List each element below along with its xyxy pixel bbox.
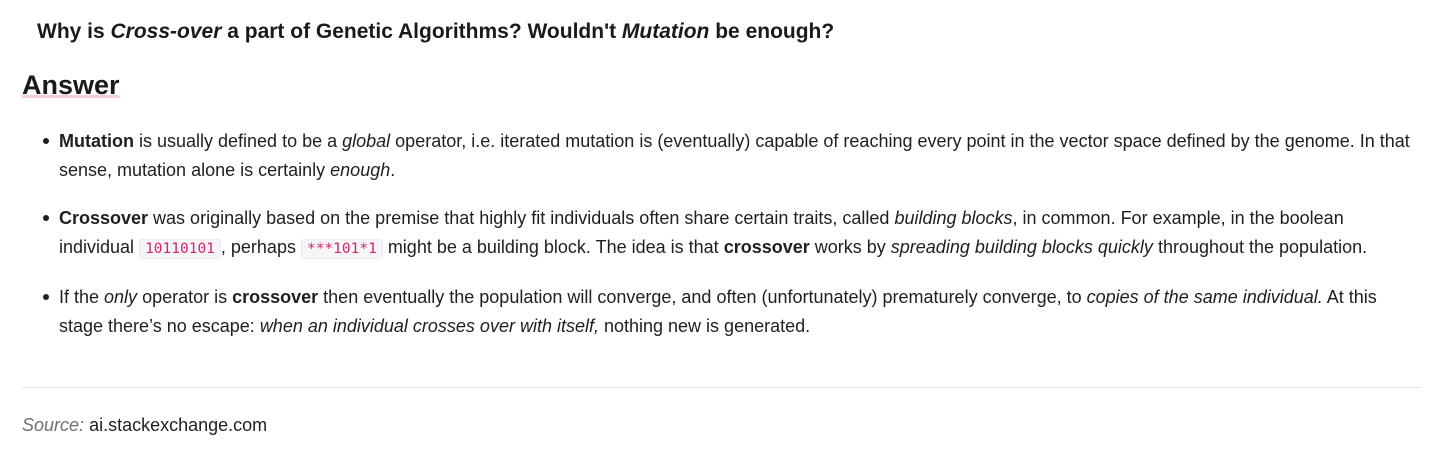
emphasis-only: only <box>104 287 138 307</box>
bullet-crossover: Crossover was originally based on the pr… <box>0 204 1448 263</box>
bullet-text: At this stage there’s no escape: <box>59 287 1377 336</box>
bullet-marker <box>43 215 49 221</box>
bullet-text: operator, i.e. iterated mutation is (eve… <box>59 131 1410 180</box>
emphasis-crosses-over: when an individual crosses over with its… <box>259 315 599 336</box>
bullet-text: was originally based on the premise that… <box>148 208 895 228</box>
emphasis-global: global <box>342 131 391 151</box>
bullet-text: might be a building block. The idea is t… <box>382 236 724 257</box>
term-crossover-bold: crossover <box>232 287 319 307</box>
bullet-text: operator is <box>137 287 233 307</box>
term-crossover: Crossover <box>59 208 149 228</box>
question-text-3: be enough? <box>709 20 835 43</box>
bullet-mutation: Mutation is usually defined to be a glob… <box>0 127 1448 184</box>
source-site: ai.stackexchange.com <box>89 415 268 435</box>
question-emphasis-crossover: Cross-over <box>110 20 222 43</box>
emphasis-building-blocks: building blocks <box>894 208 1013 228</box>
question-text-1: Why is <box>37 20 111 43</box>
bullet-text: throughout the population. <box>1152 236 1368 257</box>
bullet-marker <box>43 294 49 300</box>
term-mutation: Mutation <box>59 131 134 151</box>
emphasis-copies: copies of the same individual. <box>1086 287 1323 307</box>
term-crossover-inline: crossover <box>723 236 810 257</box>
bullet-only-crossover: If the only operator is crossover then e… <box>0 283 1448 340</box>
answer-heading: Answer <box>22 70 120 100</box>
bullet-text: . <box>390 159 396 180</box>
source-line: Source: ai.stackexchange.com <box>22 413 267 437</box>
inline-code-building-block: ***101*1 <box>300 238 383 259</box>
bullet-text: is usually defined to be a <box>133 131 343 151</box>
divider <box>22 387 1421 388</box>
question-title: Why is Cross-over a part of Genetic Algo… <box>37 20 834 44</box>
question-emphasis-mutation: Mutation <box>621 20 710 43</box>
question-text-2: a part of Genetic Algorithms? Wouldn't <box>221 20 622 43</box>
bullet-text: , in common. For example, in the boolean… <box>59 208 1344 257</box>
inline-code-individual: 10110101 <box>139 238 221 259</box>
emphasis-enough: enough <box>330 159 391 180</box>
bullet-text: works by <box>809 236 891 257</box>
bullet-text: nothing new is generated. <box>598 315 811 336</box>
bullet-text: then eventually the population will conv… <box>318 287 1087 307</box>
bullet-text: , perhaps <box>220 236 301 257</box>
source-label: Source: <box>22 415 85 435</box>
emphasis-spreading: spreading building blocks quickly <box>890 236 1153 257</box>
answer-bullet-list: Mutation is usually defined to be a glob… <box>0 127 1448 360</box>
bullet-text: If the <box>59 287 105 307</box>
bullet-marker <box>43 138 49 144</box>
